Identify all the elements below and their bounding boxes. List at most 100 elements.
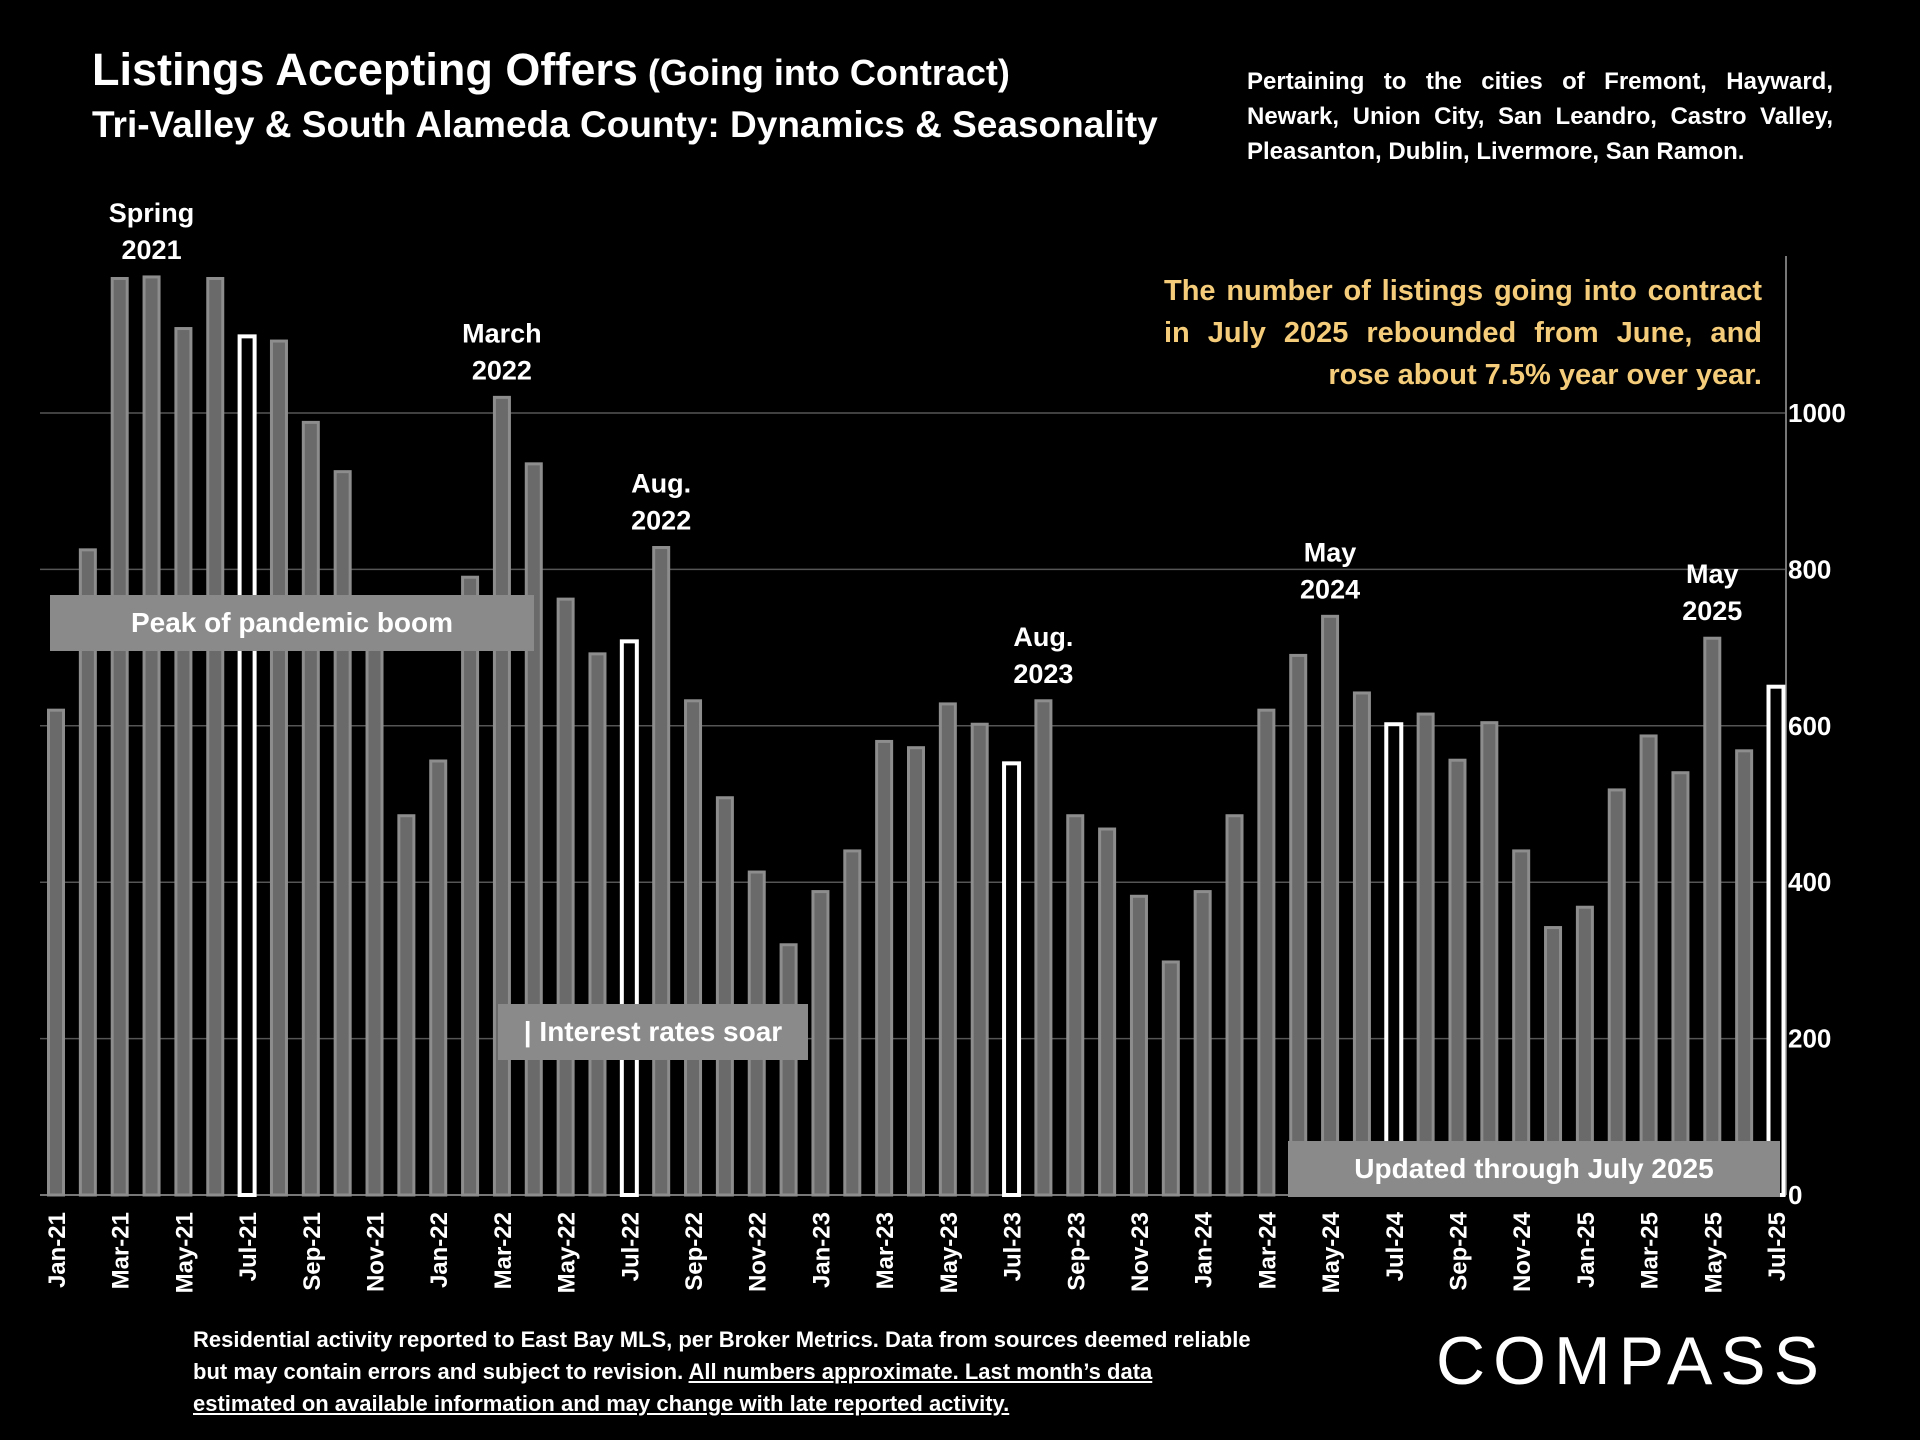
bar-may-23 (938, 702, 957, 1197)
bar-jan-22 (429, 759, 448, 1197)
annotation-aug-22-line-1: Aug. (631, 469, 691, 499)
x-tick-jul-24: Jul-24 (1382, 1211, 1409, 1281)
bar-feb-22 (461, 575, 480, 1197)
x-tick-jul-22: Jul-22 (617, 1212, 644, 1281)
bar-mar-24 (1257, 708, 1276, 1197)
x-tick-mar-25: Mar-25 (1637, 1212, 1664, 1289)
annotation-apr-21-line-1: Spring (109, 198, 195, 228)
bar-may-24 (1321, 614, 1340, 1197)
bar-feb-21 (78, 548, 97, 1197)
x-tick-jan-24: Jan-24 (1191, 1211, 1218, 1288)
x-tick-jul-21: Jul-21 (235, 1212, 262, 1281)
bar-dec-22 (779, 943, 798, 1197)
x-axis-ticks: Jan-21 Mar-21 May-21 Jul-21 Sep-21 Nov-21 Jan-… (44, 1211, 1791, 1293)
x-tick-may-22: May-22 (554, 1212, 581, 1293)
annotation-mar-22-line-2: 2022 (472, 355, 532, 385)
footnote: Residential activity reported to East Ba… (193, 1324, 1253, 1420)
bar-feb-23 (843, 849, 862, 1197)
updated-through-label: Updated through July 2025 (1288, 1141, 1780, 1197)
y-axis-ticks: 0 200 400 600 800 1000 (1788, 398, 1846, 1210)
bar-jul-23 (1002, 761, 1022, 1197)
bar-feb-25 (1607, 788, 1626, 1197)
x-tick-nov-23: Nov-23 (1127, 1212, 1154, 1292)
bar-jun-24 (1352, 691, 1371, 1197)
bar-jun-21 (206, 276, 225, 1197)
bar-jan-21 (47, 708, 65, 1197)
bar-aug-23 (1034, 699, 1053, 1197)
footnote-plain: Residential activity reported to East Ba… (193, 1327, 1251, 1384)
annotation-may-24-line-1: May (1304, 537, 1357, 567)
x-tick-jan-21: Jan-21 (44, 1212, 71, 1288)
chart-subtitle: Tri-Valley & South Alameda County: Dynam… (92, 104, 1158, 145)
bar-sep-24 (1448, 758, 1467, 1197)
bar-jan-23 (811, 890, 830, 1197)
bar-sep-22 (684, 699, 703, 1197)
bar-aug-24 (1416, 712, 1435, 1197)
bar-nov-23 (1129, 894, 1148, 1197)
bar-oct-22 (715, 796, 734, 1197)
cities-note: Pertaining to the cities of Fremont, Hay… (1247, 68, 1833, 165)
bar-apr-23 (907, 746, 925, 1197)
bar-apr-24 (1289, 653, 1308, 1197)
bar-oct-24 (1480, 721, 1499, 1197)
x-tick-nov-24: Nov-24 (1509, 1211, 1536, 1292)
x-tick-jan-22: Jan-22 (426, 1212, 453, 1288)
bar-oct-21 (333, 470, 352, 1197)
bar-jun-25 (1735, 749, 1754, 1197)
annotation-may-24-line-2: 2024 (1300, 574, 1360, 604)
x-tick-may-25: May-25 (1700, 1212, 1727, 1293)
x-tick-sep-23: Sep-23 (1063, 1212, 1090, 1291)
x-tick-jan-25: Jan-25 (1573, 1212, 1600, 1288)
callout-text: The number of listings going into contra… (1164, 275, 1762, 391)
bar-mar-23 (875, 739, 894, 1197)
y-tick-0: 0 (1788, 1180, 1802, 1210)
annotation-mar-22-line-1: March (462, 318, 542, 348)
bar-may-21 (174, 327, 193, 1197)
x-tick-sep-21: Sep-21 (299, 1212, 326, 1291)
pandemic-boom-label: Peak of pandemic boom (50, 595, 534, 651)
bar-mar-25 (1639, 734, 1658, 1197)
annotation-may-25-line-1: May (1686, 559, 1739, 589)
bar-apr-25 (1671, 771, 1690, 1197)
bar-jul-24 (1384, 722, 1404, 1198)
x-tick-mar-24: Mar-24 (1254, 1211, 1281, 1289)
compass-logo: COMPASS (1436, 1323, 1828, 1399)
bar-mar-22 (492, 395, 511, 1197)
bar-aug-22 (652, 546, 671, 1197)
bar-jun-22 (588, 652, 607, 1197)
interest-rates-label: | Interest rates soar (498, 1004, 808, 1060)
bar-jul-25 (1766, 684, 1786, 1197)
x-tick-may-23: May-23 (936, 1212, 963, 1293)
bar-may-25 (1703, 636, 1722, 1197)
bar-sep-21 (301, 420, 320, 1197)
bar-oct-23 (1098, 827, 1117, 1197)
x-tick-sep-22: Sep-22 (681, 1212, 708, 1291)
bar-sep-23 (1066, 814, 1085, 1197)
chart-title: Listings Accepting Offers (Going into Co… (92, 44, 1010, 96)
bar-dec-21 (397, 814, 416, 1197)
footnote-underlined: All numbers approximate. Last month’s da… (193, 1359, 1153, 1416)
annotation-may-25-line-2: 2025 (1682, 596, 1742, 626)
annotation-aug-22-line-2: 2022 (631, 506, 691, 536)
x-tick-nov-22: Nov-22 (745, 1212, 772, 1292)
chart-title-main: Listings Accepting Offers (92, 44, 638, 95)
x-tick-mar-22: Mar-22 (490, 1212, 517, 1289)
x-tick-may-24: May-24 (1318, 1211, 1345, 1293)
bar-jan-24 (1193, 890, 1212, 1197)
bar-jun-23 (970, 722, 989, 1197)
bars (47, 275, 1786, 1198)
x-tick-jan-23: Jan-23 (808, 1212, 835, 1288)
bar-aug-21 (269, 339, 288, 1197)
x-tick-jul-25: Jul-25 (1764, 1212, 1791, 1281)
bar-may-22 (556, 597, 575, 1197)
y-tick-600: 600 (1788, 711, 1831, 741)
x-tick-may-21: May-21 (171, 1212, 198, 1293)
y-tick-1000: 1000 (1788, 398, 1846, 428)
x-tick-jul-23: Jul-23 (1000, 1212, 1027, 1281)
bar-jul-21 (237, 334, 257, 1197)
bar-mar-21 (110, 276, 129, 1197)
bar-annotations: Spring 2021 March 2022 Aug. 2022 Aug. 2023 May 20… (109, 198, 1743, 689)
bar-feb-24 (1225, 814, 1244, 1197)
x-tick-nov-21: Nov-21 (363, 1212, 390, 1292)
x-tick-mar-23: Mar-23 (872, 1212, 899, 1289)
